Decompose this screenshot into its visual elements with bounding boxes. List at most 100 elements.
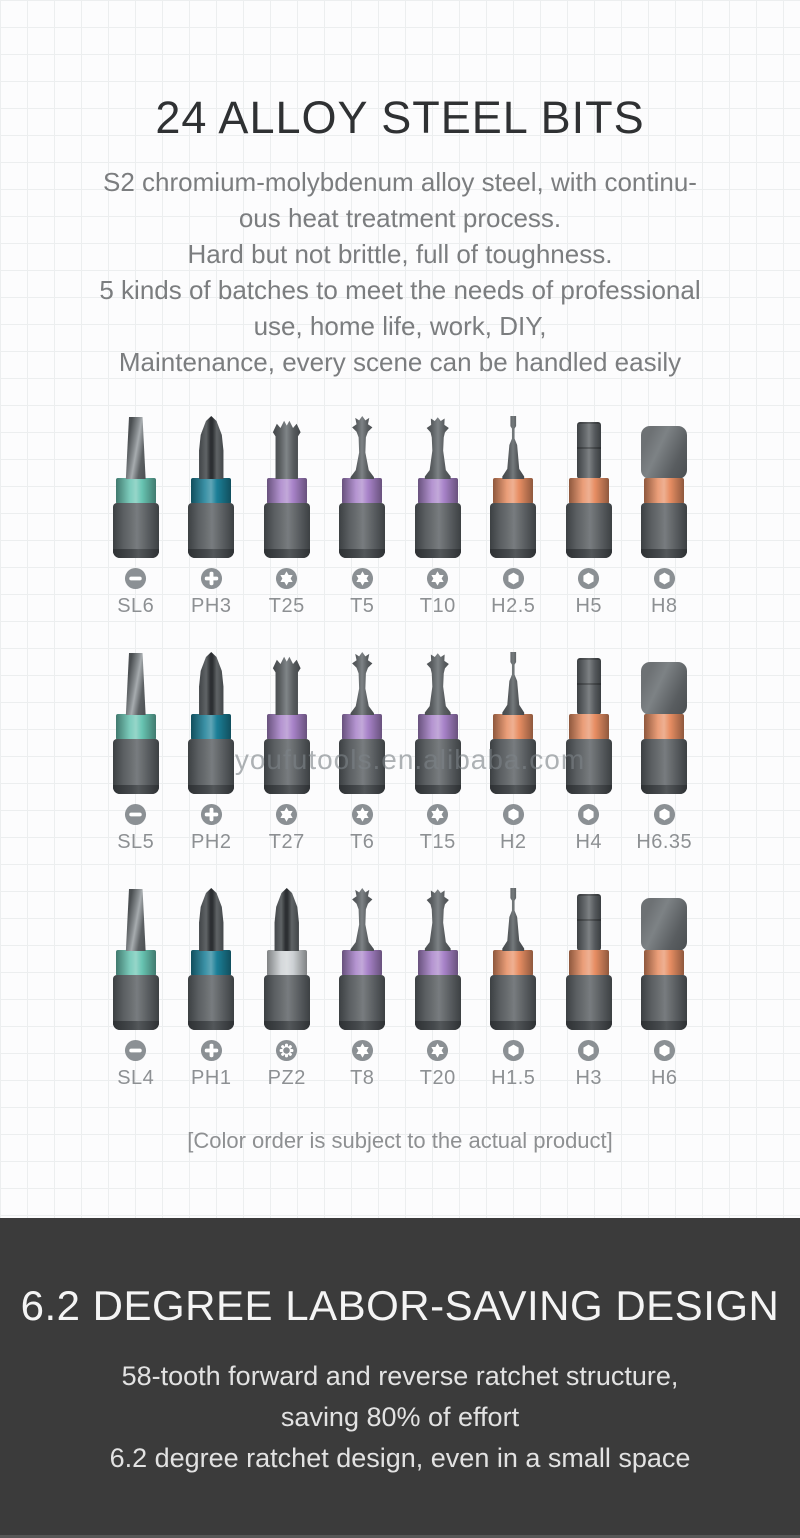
hex-shank [414, 503, 461, 558]
bit-item-t20: T20 [400, 888, 476, 1090]
bit-item-ph3: PH3 [174, 416, 250, 618]
bit-item-pz2: PZ2 [249, 888, 325, 1090]
color-band [191, 714, 232, 740]
bit-label: PH1 [191, 1067, 232, 1089]
bit-label: H5 [575, 595, 603, 617]
color-band [493, 714, 534, 740]
color-band [644, 478, 685, 504]
phillips-drive-icon [200, 803, 223, 826]
bit-label: H2.5 [491, 595, 536, 617]
bit-graphic [490, 652, 537, 794]
hexpin-tip [502, 652, 525, 715]
hexpin-tip [502, 416, 525, 479]
bit-graphic [414, 652, 461, 794]
hex-shank [339, 503, 386, 558]
bit-label: T10 [419, 595, 456, 617]
bit-item-sl5: SL5 [98, 652, 174, 854]
hex-shank [641, 975, 688, 1030]
torx-l-tip [272, 656, 301, 715]
hex-shank [263, 975, 310, 1030]
slot-drive-icon [124, 567, 147, 590]
hexcol-tip [576, 894, 601, 951]
hex-shank [490, 975, 537, 1030]
hexcol-tip [576, 658, 601, 715]
hex-drive-icon [577, 1039, 600, 1062]
hex-drive-icon [577, 567, 600, 590]
hex-shank [641, 739, 688, 794]
bit-item-h1-5: H1.5 [476, 888, 552, 1090]
bit-item-h3: H3 [551, 888, 627, 1090]
torx-m-tip [424, 653, 451, 715]
bit-label: H2 [499, 831, 527, 853]
bit-label: H8 [650, 595, 678, 617]
torx-s-tip [350, 652, 374, 715]
hex-shank [414, 975, 461, 1030]
hex-drive-icon [653, 567, 676, 590]
bit-label: T5 [350, 595, 375, 617]
bit-graphic [414, 416, 461, 558]
bit-label: H4 [575, 831, 603, 853]
color-band [266, 714, 307, 740]
color-band [115, 714, 156, 740]
hex-shank [263, 739, 310, 794]
color-band [266, 478, 307, 504]
bit-graphic [263, 652, 310, 794]
color-band [493, 478, 534, 504]
bits-row-3: SL4 PH1 PZ2 T8 T20 H1.5 H3 H6 [98, 888, 702, 1090]
hex-shank [112, 739, 159, 794]
bit-label: H3 [575, 1067, 603, 1089]
color-band [493, 950, 534, 976]
torx-drive-icon [351, 803, 374, 826]
ratchet-section: 6.2 DEGREE LABOR-SAVING DESIGN 58-tooth … [0, 1218, 800, 1538]
color-band [191, 478, 232, 504]
hex-shank [490, 503, 537, 558]
hex-shank [112, 503, 159, 558]
description-line: saving 80% of effort [280, 1402, 520, 1432]
description-line: ous heat treatment process. [238, 203, 562, 233]
hex-shank [339, 739, 386, 794]
torx-m-tip [424, 417, 451, 479]
torx-drive-icon [351, 1039, 374, 1062]
bit-label: T25 [268, 595, 305, 617]
torx-drive-icon [426, 1039, 449, 1062]
bit-label: T15 [419, 831, 456, 853]
torx-drive-icon [426, 803, 449, 826]
hex-shank [112, 975, 159, 1030]
bit-label: SL4 [117, 1067, 155, 1089]
bit-item-h6-35: H6.35 [627, 652, 703, 854]
bit-item-t15: T15 [400, 652, 476, 854]
color-band [417, 950, 458, 976]
bit-label: T20 [419, 1067, 456, 1089]
bit-graphic [641, 652, 688, 794]
description-line: 6.2 degree ratchet design, even in a sma… [109, 1443, 691, 1473]
hexpin-tip [502, 888, 525, 951]
color-band [644, 714, 685, 740]
bit-item-t10: T10 [400, 416, 476, 618]
color-band [568, 950, 609, 976]
hex-drive-icon [653, 803, 676, 826]
hex-drive-icon [577, 803, 600, 826]
bit-item-ph1: PH1 [174, 888, 250, 1090]
bit-item-sl6: SL6 [98, 416, 174, 618]
bit-label: PZ2 [267, 1067, 306, 1089]
bit-graphic [188, 416, 235, 558]
description-line: Maintenance, every scene can be handled … [118, 347, 682, 377]
torx-drive-icon [275, 803, 298, 826]
color-band [191, 950, 232, 976]
bit-item-t6: T6 [325, 652, 401, 854]
color-band [342, 478, 383, 504]
ratchet-section-description: 58-tooth forward and reverse ratchet str… [0, 1356, 800, 1479]
bit-graphic [565, 888, 612, 1030]
hexcol-tip [576, 422, 601, 479]
hex-shank [263, 503, 310, 558]
bit-item-t27: T27 [249, 652, 325, 854]
phillips-tip [199, 888, 224, 951]
slot-drive-icon [124, 803, 147, 826]
bit-item-h8: H8 [627, 416, 703, 618]
description-line: 5 kinds of batches to meet the needs of … [99, 275, 701, 305]
color-band [644, 950, 685, 976]
color-order-note: [Color order is subject to the actual pr… [187, 1128, 613, 1153]
bit-item-h6: H6 [627, 888, 703, 1090]
color-band [568, 478, 609, 504]
